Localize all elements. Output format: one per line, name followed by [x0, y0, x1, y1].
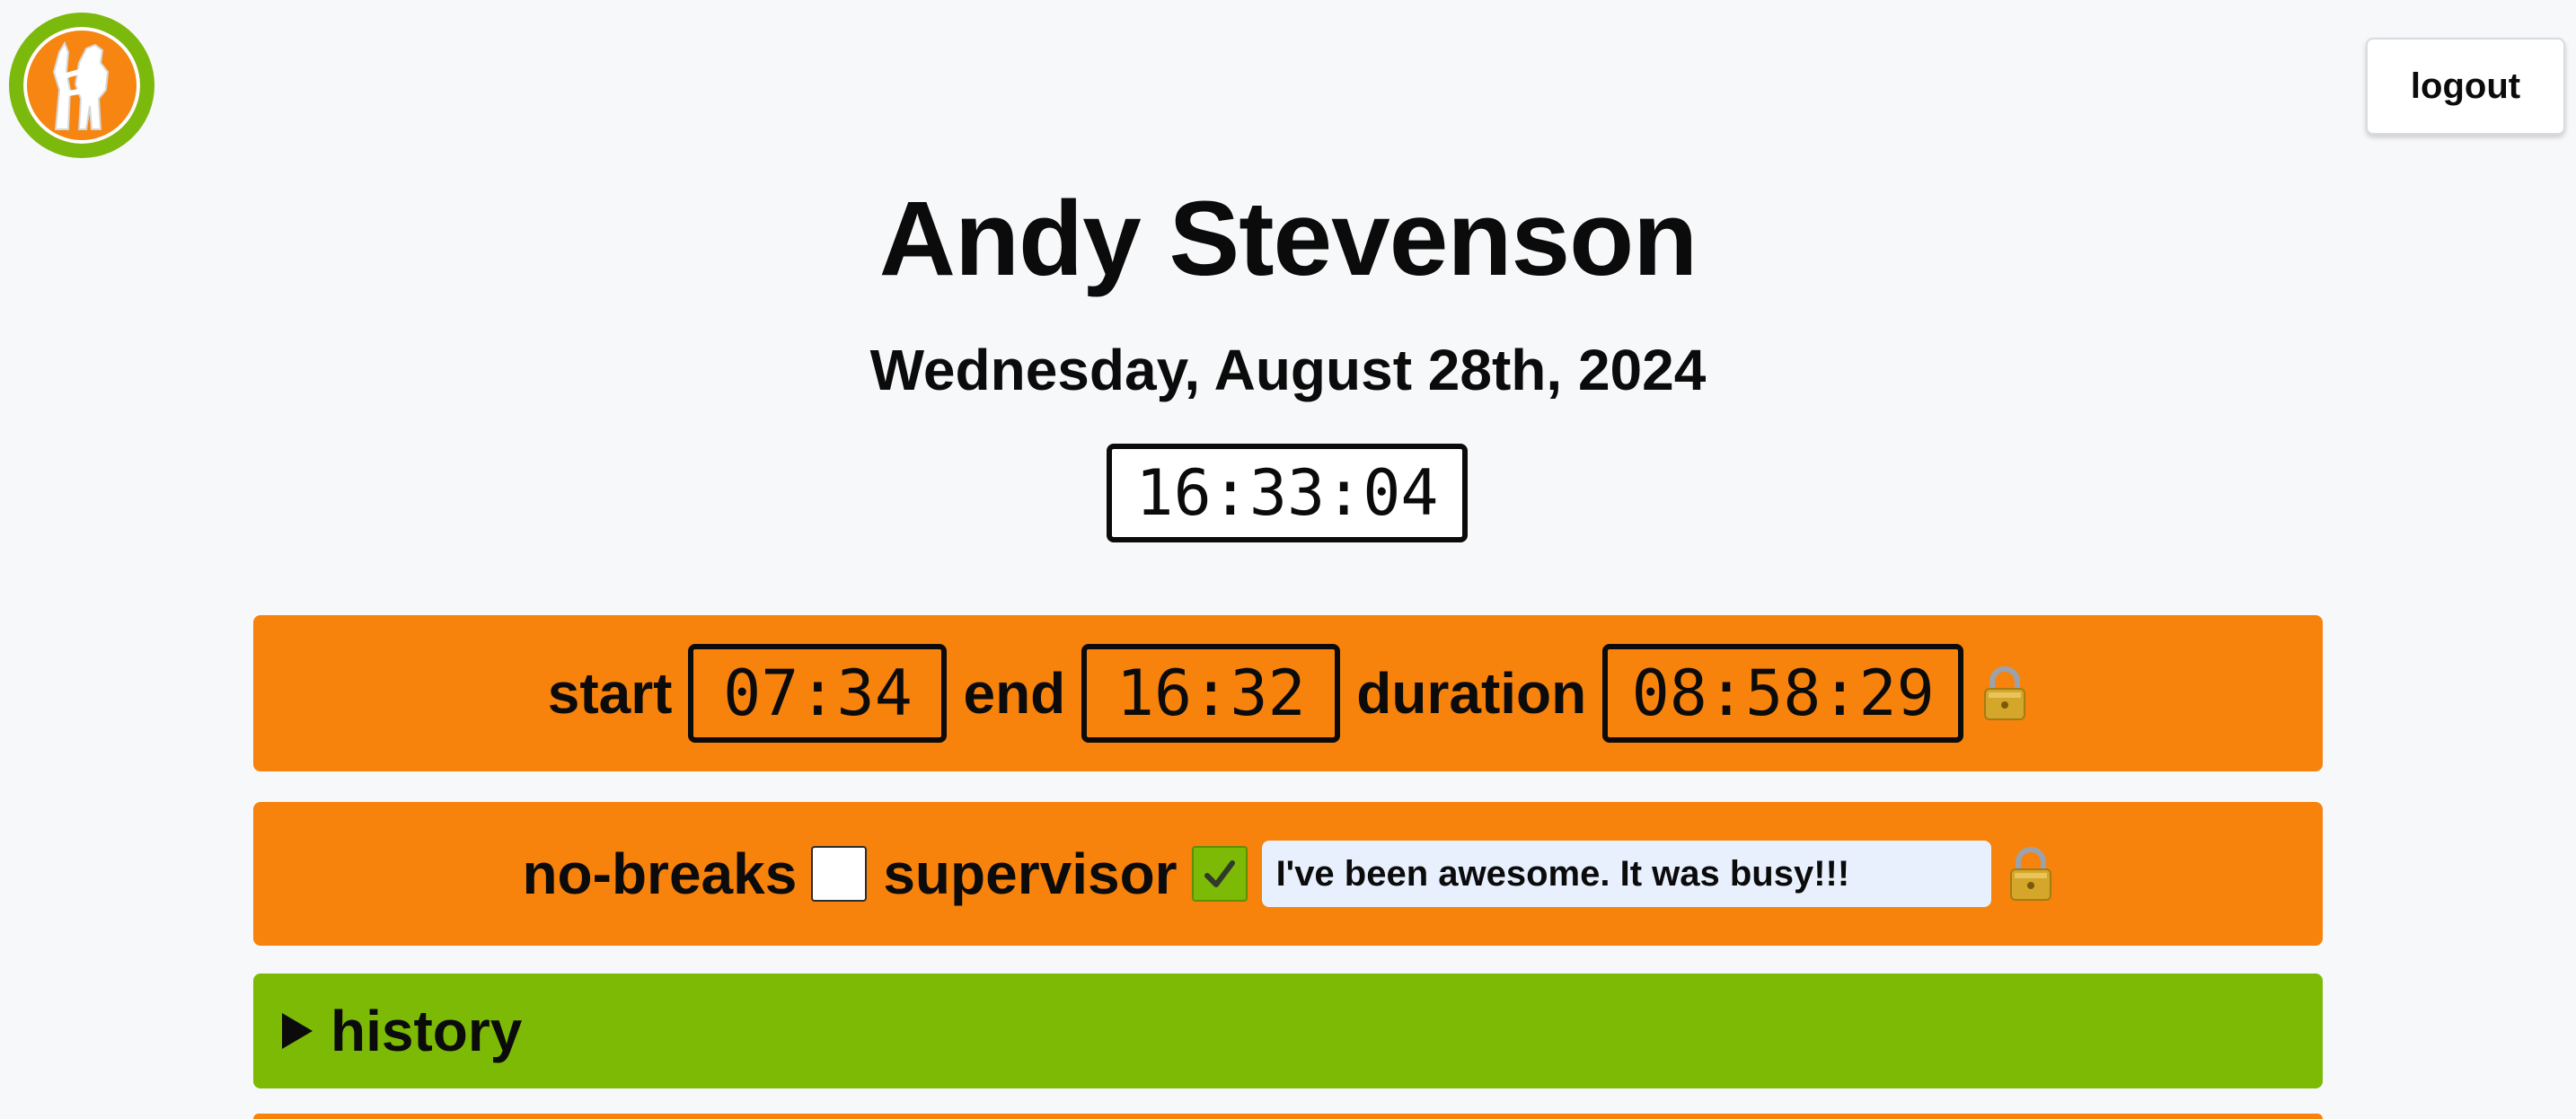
lock-icon[interactable] — [1981, 665, 2028, 721]
shift-times-bar: start 07:34 end 16:32 duration 08:58:29 — [253, 615, 2323, 771]
duration-field: 08:58:29 — [1602, 644, 1964, 743]
supervisor-label: supervisor — [883, 841, 1178, 906]
app-logo-icon — [9, 13, 154, 158]
supervisor-note-input[interactable] — [1261, 841, 1991, 907]
no-breaks-label: no-breaks — [522, 841, 798, 906]
current-time-display: 16:33:04 — [1107, 444, 1468, 542]
duration-label: duration — [1356, 661, 1587, 726]
history-label: history — [331, 999, 523, 1063]
end-label: end — [963, 661, 1066, 726]
user-name: Andy Stevenson — [878, 180, 1698, 298]
no-breaks-checkbox[interactable] — [811, 846, 868, 902]
supervisor-checkbox[interactable] — [1191, 846, 1248, 902]
start-time-field[interactable]: 07:34 — [688, 644, 948, 743]
history-toggle[interactable]: history — [253, 974, 2323, 1088]
end-time-field[interactable]: 16:32 — [1081, 644, 1341, 743]
next-section-edge — [253, 1114, 2323, 1119]
shift-flags-bar: no-breaks supervisor — [253, 802, 2323, 946]
bears-logo-icon — [52, 40, 110, 130]
start-label: start — [547, 661, 673, 726]
lock-icon[interactable] — [2007, 846, 2054, 902]
checkmark-icon — [1204, 860, 1235, 887]
logout-button[interactable]: logout — [2366, 38, 2565, 135]
triangle-right-icon — [282, 1013, 313, 1049]
current-date: Wednesday, August 28th, 2024 — [869, 338, 1707, 402]
